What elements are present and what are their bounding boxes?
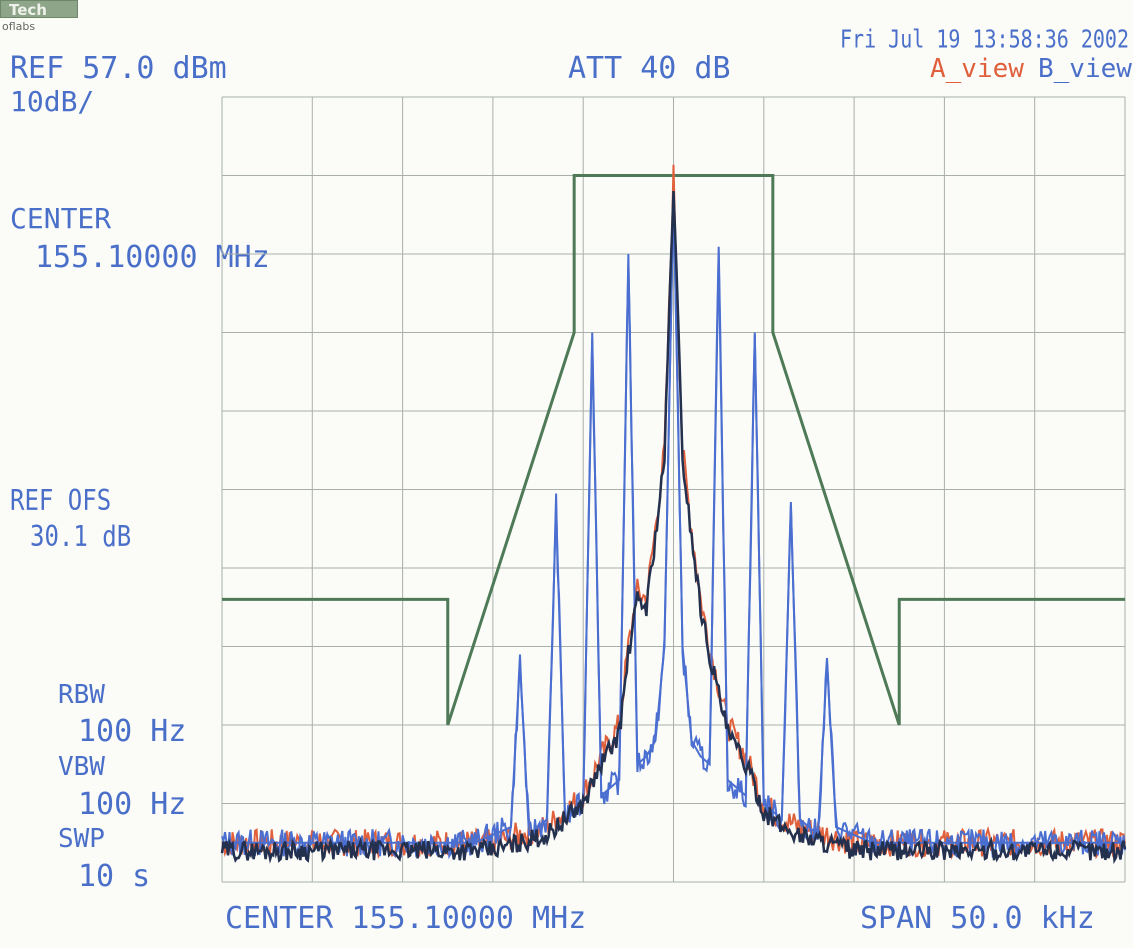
vbw-value: 100 Hz [78,787,187,822]
logo-text: Tech [9,1,47,19]
attenuation-readout: ATT 40 dB [568,51,731,86]
ref-level-readout: REF 57.0 dBm [10,51,227,86]
rbw-value: 100 Hz [78,714,187,749]
footer-center: CENTER 155.10000 MHz [225,901,587,936]
scale-readout: 10dB/ [10,85,95,118]
footer-span: SPAN 50.0 kHz [860,901,1095,936]
trace-a-label: A_view [930,54,1024,84]
swp-label: SWP [58,824,105,854]
trace-b-label: B_view [1038,54,1132,84]
datetime-readout: Fri Jul 19 13:58:36 2002 [840,23,1129,54]
vbw-label: VBW [58,752,105,782]
trace-average-line [220,191,1127,865]
swp-value: 10 s [78,859,151,894]
center-value: 155.10000 MHz [35,240,270,275]
center-label: CENTER [10,202,112,235]
logo-subtext: oflabs [2,20,36,33]
traces [220,164,1127,865]
ref-ofs-value: 30.1 dB [30,519,132,554]
rbw-label: RBW [58,680,105,710]
ref-ofs-label: REF OFS [10,483,112,518]
plot-grid [221,96,1126,883]
brand-logo: Tech [0,0,78,19]
